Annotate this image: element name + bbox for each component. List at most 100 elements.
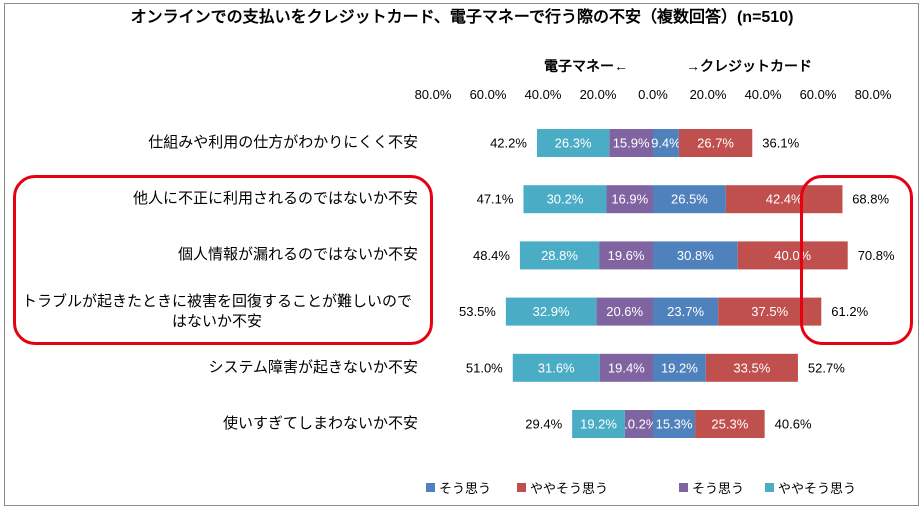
legend-label: そう思う bbox=[439, 480, 492, 496]
highlight-box-credit-totals bbox=[800, 175, 913, 345]
category-label: トラブルが起きたときに被害を回復することが難しいのではないか不安 bbox=[21, 293, 412, 330]
data-label: 26.5% bbox=[671, 192, 708, 207]
data-label: 19.2% bbox=[580, 417, 617, 432]
category-label-row: システム障害が起きないか不安 bbox=[16, 340, 418, 396]
bar-left-series-0 bbox=[624, 410, 653, 438]
legend-label: ややそう思う bbox=[530, 480, 609, 496]
bar-right-series-1 bbox=[695, 410, 765, 438]
legend-label: そう思う bbox=[692, 480, 745, 496]
legend-item: そう思う bbox=[679, 479, 745, 496]
bar-right-series-0 bbox=[653, 185, 726, 214]
legend-item: ややそう思う bbox=[517, 479, 609, 496]
bar-right-series-1 bbox=[725, 185, 843, 214]
bar-right-series-1 bbox=[737, 241, 848, 270]
bar-left-series-0 bbox=[599, 241, 653, 270]
total-label-right: 40.6% bbox=[775, 417, 812, 432]
category-label: 他人に不正に利用されるのではないか不安 bbox=[132, 190, 418, 207]
bar-left-series-0 bbox=[606, 185, 653, 214]
data-label: 15.3% bbox=[656, 417, 693, 432]
data-label: 28.8% bbox=[541, 248, 578, 263]
total-label-left: 48.4% bbox=[473, 248, 510, 263]
data-label: 19.4% bbox=[608, 360, 645, 375]
category-label-row: 他人に不正に利用されるのではないか不安 bbox=[16, 171, 418, 227]
bar-right-series-0 bbox=[653, 410, 696, 438]
total-label-right: 36.1% bbox=[762, 136, 799, 151]
data-label: 20.6% bbox=[606, 304, 643, 319]
category-label-row: 仕組みや利用の仕方がわかりにくく不安 bbox=[16, 115, 418, 171]
x-tick-label: 20.0% bbox=[580, 87, 617, 102]
legend-swatch bbox=[426, 482, 435, 492]
bar-left-series-1 bbox=[536, 129, 610, 157]
highlight-box-categories bbox=[13, 175, 433, 345]
bar-left-series-0 bbox=[599, 353, 653, 382]
data-label: 25.3% bbox=[711, 417, 748, 432]
x-tick-label: 60.0% bbox=[800, 87, 837, 102]
right-side-label-credit-card: →クレジットカード bbox=[686, 58, 812, 74]
category-label: 個人情報が漏れるのではないか不安 bbox=[177, 246, 418, 263]
bar-right-series-0 bbox=[653, 241, 738, 270]
x-tick-label: 60.0% bbox=[470, 87, 507, 102]
x-tick-label: 20.0% bbox=[690, 87, 727, 102]
bar-left-series-0 bbox=[609, 129, 653, 157]
bar-left-series-1 bbox=[512, 353, 600, 382]
total-label-right: 68.8% bbox=[852, 192, 889, 207]
chart-title: オンラインでの支払いをクレジットカード、電子マネーで行う際の不安（複数回答）(n… bbox=[130, 9, 794, 26]
x-tick-label: 40.0% bbox=[525, 87, 562, 102]
data-label: 30.2% bbox=[547, 192, 584, 207]
total-label-right: 61.2% bbox=[831, 304, 868, 319]
data-label: 31.6% bbox=[538, 360, 575, 375]
bar-right-series-1 bbox=[678, 129, 753, 157]
data-label: 15.9% bbox=[613, 136, 650, 151]
legend-swatch bbox=[765, 482, 774, 492]
bar-right-series-0 bbox=[653, 297, 719, 326]
total-label-left: 53.5% bbox=[459, 304, 496, 319]
chart-frame bbox=[4, 3, 919, 506]
data-label: 10.2% bbox=[621, 417, 658, 432]
data-label: 16.9% bbox=[611, 192, 648, 207]
bar-right-series-0 bbox=[653, 129, 679, 157]
data-label: 30.8% bbox=[677, 248, 714, 263]
category-label: 使いすぎてしまわないか不安 bbox=[222, 415, 418, 432]
category-label: システム障害が起きないか不安 bbox=[208, 359, 418, 376]
legend-label: ややそう思う bbox=[778, 480, 857, 496]
legend-swatch bbox=[517, 482, 526, 492]
category-label: 仕組みや利用の仕方がわかりにくく不安 bbox=[148, 134, 418, 151]
bar-right-series-1 bbox=[705, 353, 798, 382]
data-label: 26.7% bbox=[697, 136, 734, 151]
category-label-row: 使いすぎてしまわないか不安 bbox=[16, 396, 418, 452]
data-label: 23.7% bbox=[667, 304, 704, 319]
bar-right-series-1 bbox=[718, 297, 822, 326]
data-label: 42.4% bbox=[766, 192, 803, 207]
x-tick-label: 80.0% bbox=[855, 87, 892, 102]
data-label: 9.4% bbox=[651, 136, 681, 151]
legend-item: ややそう思う bbox=[765, 479, 857, 496]
legend-swatch bbox=[679, 482, 688, 492]
category-label-row: 個人情報が漏れるのではないか不安 bbox=[16, 227, 418, 283]
bar-left-series-1 bbox=[519, 241, 600, 270]
bar-left-series-1 bbox=[505, 297, 597, 326]
data-label: 26.3% bbox=[555, 136, 592, 151]
x-tick-label: 80.0% bbox=[415, 87, 452, 102]
data-label: 33.5% bbox=[733, 360, 770, 375]
total-label-left: 29.4% bbox=[525, 417, 562, 432]
total-label-left: 47.1% bbox=[477, 192, 514, 207]
bar-left-series-1 bbox=[523, 185, 607, 214]
data-label: 32.9% bbox=[533, 304, 570, 319]
data-label: 19.6% bbox=[608, 248, 645, 263]
left-side-label-e-money: 電子マネー← bbox=[544, 58, 628, 74]
bar-right-series-0 bbox=[653, 353, 706, 382]
x-tick-label: 40.0% bbox=[745, 87, 782, 102]
total-label-left: 42.2% bbox=[490, 136, 527, 151]
total-label-left: 51.0% bbox=[466, 360, 503, 375]
data-label: 19.2% bbox=[661, 360, 698, 375]
data-label: 37.5% bbox=[751, 304, 788, 319]
total-label-right: 52.7% bbox=[808, 360, 845, 375]
category-label-row: トラブルが起きたときに被害を回復することが難しいのではないか不安 bbox=[16, 284, 418, 340]
total-label-right: 70.8% bbox=[858, 248, 895, 263]
bar-left-series-1 bbox=[572, 410, 625, 438]
legend-item: そう思う bbox=[426, 479, 492, 496]
bar-left-series-0 bbox=[596, 297, 653, 326]
x-tick-label: 0.0% bbox=[638, 87, 668, 102]
